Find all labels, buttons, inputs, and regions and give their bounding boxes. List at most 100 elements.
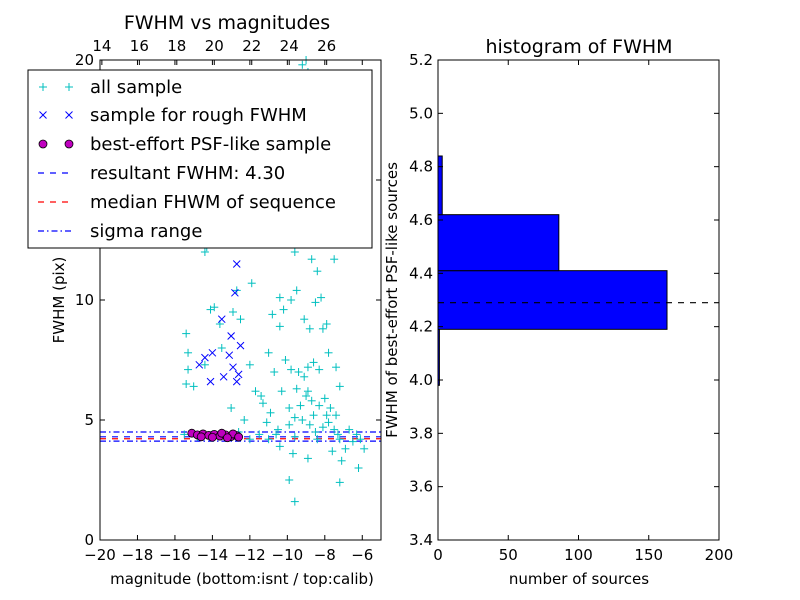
scatter-point-all-sample (294, 368, 303, 376)
scatter-point-all-sample (326, 404, 335, 412)
histogram-bar (437, 155, 443, 216)
scatter-point-all-sample (341, 444, 350, 453)
point-stroke (229, 363, 237, 372)
scatter-x-tick-label: −16 (159, 546, 191, 564)
histogram-bar (437, 214, 560, 272)
point-stroke (227, 332, 235, 340)
scatter-point-all-sample (298, 416, 307, 424)
legend-label-resultant-fwhm: resultant FWHM: 4.30 (90, 163, 285, 184)
scatter-bottom-x-ticks: −20 −18 −16 −14 −12 −10 −8 −6 (84, 60, 373, 564)
scatter-point-all-sample (251, 387, 260, 396)
scatter-point-all-sample (328, 447, 337, 456)
scatter-point-psf-sample (217, 428, 227, 438)
scatter-point-all-sample (229, 308, 238, 316)
histogram-y-tick-label: 4.2 (409, 318, 433, 336)
scatter-point-all-sample (217, 344, 226, 352)
legend-marker-circle (64, 139, 74, 149)
scatter-y-tick-label: 5 (84, 411, 94, 429)
scatter-point-all-sample (200, 248, 209, 256)
scatter-top-tick-label: 20 (205, 37, 224, 55)
scatter-point-all-sample (200, 360, 209, 369)
scatter-point-all-sample (247, 279, 256, 288)
point-stroke (208, 348, 217, 357)
histogram-y-tick-label: 4.4 (409, 264, 433, 282)
scatter-point-all-sample (182, 380, 191, 388)
histogram-bars (437, 155, 668, 386)
scatter-y-tick-label: 0 (84, 531, 94, 549)
histogram-x-tick-label: 50 (499, 546, 518, 564)
scatter-point-all-sample (264, 348, 273, 357)
scatter-top-tick-label: 22 (242, 37, 261, 55)
scatter-point-rough-sample (195, 360, 204, 369)
scatter-legend: all sample sample for rough FWHM best-ef… (27, 69, 373, 249)
scatter-x-axis-label: magnitude (bottom:isnt / top:calib) (110, 570, 374, 588)
legend-label-median-fwhm: median FHWM of sequence (90, 192, 336, 213)
scatter-point-all-sample (296, 401, 305, 410)
scatter-point-all-sample (184, 365, 193, 374)
scatter-point-all-sample (279, 305, 288, 314)
scatter-point-all-sample (268, 310, 277, 319)
scatter-point-all-sample (313, 435, 322, 444)
scatter-point-psf-sample (207, 432, 217, 442)
scatter-point-all-sample (335, 382, 344, 391)
scatter-point-all-sample (335, 435, 344, 444)
scatter-point-all-sample (302, 392, 311, 400)
point-stroke (219, 372, 228, 381)
scatter-point-all-sample (275, 322, 284, 331)
scatter-point-all-sample (330, 425, 339, 434)
scatter-point-rough-sample (225, 351, 234, 360)
histogram-y-tick-label: 4.8 (409, 158, 433, 176)
histogram-x-tick-label: 100 (564, 546, 593, 564)
scatter-point-all-sample (309, 358, 318, 367)
legend-label-psf-sample: best-effort PSF-like sample (90, 134, 331, 155)
histogram-x-tick-label: 0 (433, 546, 443, 564)
scatter-point-rough-sample (208, 348, 217, 357)
scatter-point-all-sample (288, 449, 297, 458)
scatter-point-rough-sample (217, 315, 226, 324)
scatter-point-all-sample (324, 418, 333, 427)
scatter-point-all-sample (305, 420, 314, 429)
scatter-x-tick-label: −14 (197, 546, 229, 564)
scatter-point-all-sample (281, 356, 290, 364)
point-stroke (195, 360, 204, 369)
point-stroke (232, 377, 241, 386)
scatter-top-tick-label: 14 (92, 37, 111, 55)
scatter-point-all-sample (258, 399, 267, 408)
histogram-y-tick-label: 3.6 (409, 478, 433, 496)
histogram-x-tick-label: 150 (634, 546, 663, 564)
scatter-point-all-sample (322, 411, 331, 420)
histogram-y-ticks: 3.4 3.6 3.8 4.0 4.2 4.4 4.6 4.8 5.0 5.2 (409, 51, 719, 549)
histogram-y-tick-label: 5.2 (409, 51, 433, 69)
scatter-point-all-sample (345, 425, 354, 434)
scatter-point-all-sample (236, 315, 245, 324)
point-stroke (206, 377, 215, 386)
scatter-y-tick-label: 10 (75, 291, 94, 309)
scatter-point-all-sample (320, 394, 329, 403)
scatter-point-all-sample (360, 444, 369, 453)
scatter-point-all-sample (287, 365, 296, 374)
histogram-y-tick-label: 5.0 (409, 104, 433, 122)
legend-marker-circle (38, 139, 48, 149)
histogram-y-tick-label: 4.0 (409, 371, 433, 389)
scatter-point-all-sample (266, 408, 275, 417)
scatter-point-all-sample (356, 435, 365, 444)
scatter-point-all-sample (277, 387, 286, 396)
scatter-point-all-sample (273, 425, 282, 434)
histogram-y-axis-label: FWHM of best-effort PSF-like sources (383, 162, 401, 438)
scatter-point-all-sample (324, 348, 333, 357)
scatter-x-tick-label: −12 (234, 546, 266, 564)
scatter-point-rough-sample (229, 363, 237, 372)
scatter-point-all-sample (257, 392, 266, 400)
scatter-point-all-sample (292, 286, 301, 295)
scatter-point-all-sample (270, 368, 279, 376)
scatter-top-tick-label: 24 (280, 37, 299, 55)
scatter-point-psf-sample (196, 432, 206, 442)
scatter-point-rough-sample (236, 341, 245, 350)
scatter-panel: −20 −18 −16 −14 −12 −10 −8 −6 14 16 18 20 22 24 26 0 5… (27, 12, 382, 588)
scatter-point-all-sample (322, 320, 331, 328)
scatter-point-all-sample (303, 387, 312, 396)
scatter-point-all-sample (275, 442, 284, 451)
scatter-point-all-sample (317, 293, 326, 302)
scatter-point-all-sample (305, 324, 314, 333)
